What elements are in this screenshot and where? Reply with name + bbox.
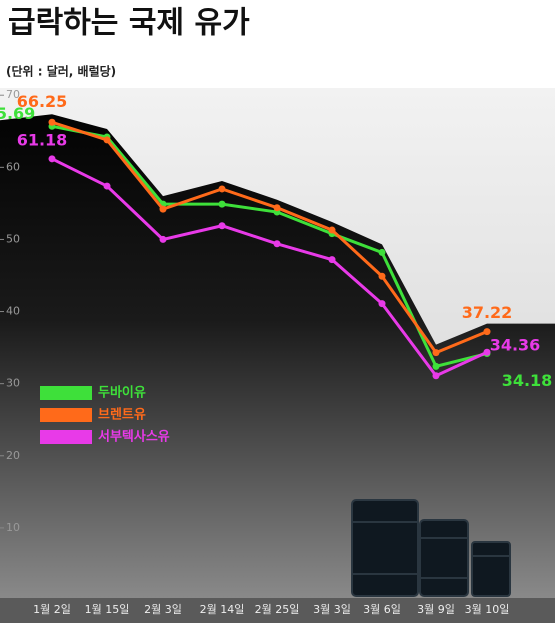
x-tick-label: 1월 2일 [33, 602, 71, 616]
point [48, 155, 56, 163]
point [159, 235, 167, 243]
point [432, 362, 440, 370]
data-label: 34.36 [490, 336, 541, 355]
data-label: 61.18 [17, 130, 68, 149]
x-tick-label: 3월 9일 [417, 602, 455, 616]
y-tick-label: 30 [6, 377, 20, 390]
point [103, 182, 111, 190]
data-label: 37.22 [462, 303, 513, 322]
x-tick-label: 3월 10일 [465, 602, 510, 616]
point [218, 200, 226, 208]
x-tick-label: 2월 3일 [144, 602, 182, 616]
point [378, 248, 386, 256]
point [432, 372, 440, 380]
point [218, 185, 226, 193]
point [483, 328, 491, 336]
y-tick-label: 50 [6, 232, 20, 245]
point [159, 205, 167, 213]
chart-subtitle: (단위 : 달러, 배럴당) [6, 64, 116, 79]
y-tick-label: 60 [6, 160, 20, 173]
point [483, 348, 491, 356]
legend-swatch [40, 386, 92, 400]
x-tick-label: 2월 25일 [255, 602, 300, 616]
x-tick-label: 3월 3일 [313, 602, 351, 616]
legend-label: 브렌트유 [98, 407, 146, 423]
x-tick-label: 2월 14일 [200, 602, 245, 616]
y-tick-label: 70 [6, 88, 20, 101]
x-axis-strip [0, 598, 555, 623]
data-label: 34.18 [502, 371, 553, 390]
legend-label: 두바이유 [98, 385, 146, 401]
y-tick-label: 10 [6, 521, 20, 534]
y-tick-label: 20 [6, 449, 20, 462]
legend-swatch [40, 408, 92, 422]
point [378, 300, 386, 308]
point [328, 256, 336, 264]
point [48, 118, 56, 126]
legend-label: 서부텍사스유 [98, 429, 170, 445]
x-tick-label: 3월 6일 [363, 602, 401, 616]
data-label: 66.25 [17, 92, 68, 111]
point [432, 349, 440, 357]
y-tick-label: 40 [6, 305, 20, 318]
point [328, 226, 336, 234]
background-area [0, 114, 555, 600]
barrels [351, 499, 511, 597]
point [378, 272, 386, 280]
data-label: 65.69 [0, 104, 35, 123]
point [218, 222, 226, 230]
point [103, 136, 111, 144]
legend-swatch [40, 430, 92, 444]
x-tick-label: 1월 15일 [85, 602, 130, 616]
chart-title: 급락하는 국제 유가 [8, 6, 250, 41]
point [273, 204, 281, 212]
point [273, 240, 281, 248]
